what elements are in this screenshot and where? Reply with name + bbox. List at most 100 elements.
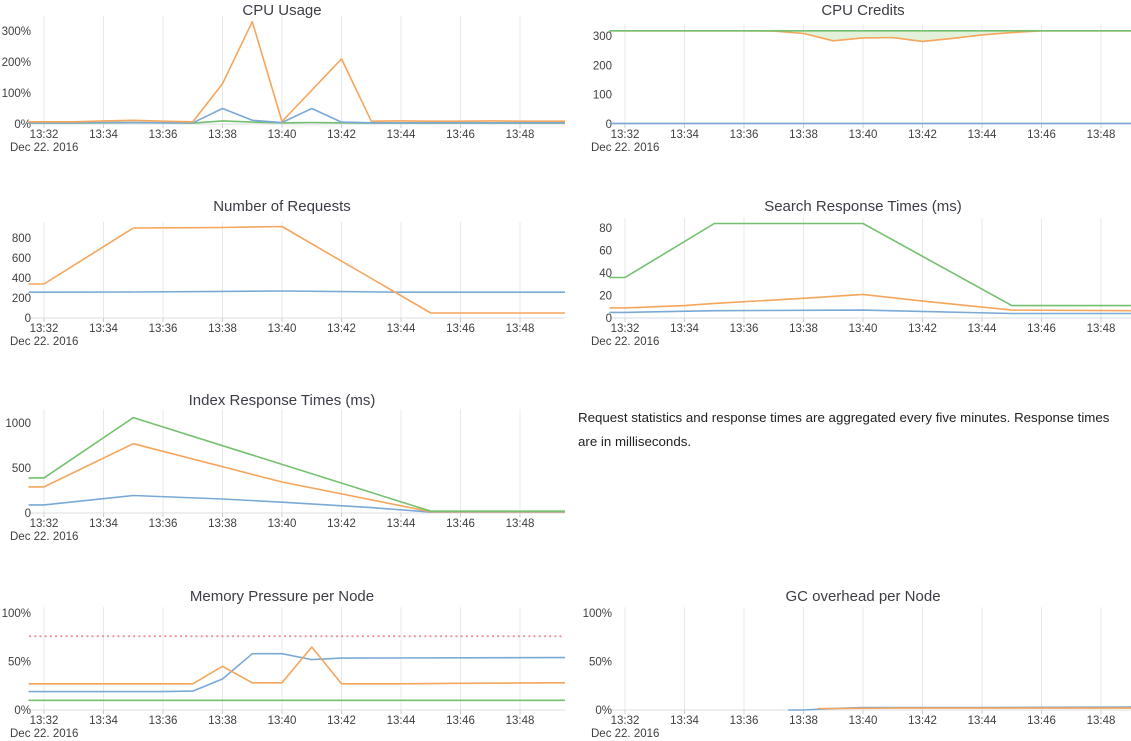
x-tick-label: 13:36 — [149, 129, 178, 141]
x-tick-label: 13:42 — [327, 323, 356, 335]
y-tick-label: 0 — [606, 119, 612, 131]
x-tick-label: 13:48 — [506, 129, 535, 141]
x-tick-label: 13:36 — [730, 715, 759, 727]
x-tick-label: 13:32 — [611, 715, 640, 727]
x-tick-label: 13:40 — [268, 129, 297, 141]
x-tick-label: 13:34 — [89, 323, 118, 335]
x-tick-label: 13:38 — [789, 323, 818, 335]
x-tick-label: 13:32 — [30, 518, 59, 530]
plot-number-of-requests: 13:32 13:34 13:36 13:38 13:40 13:42 13:44 13:46… — [10, 222, 565, 348]
x-tick-label: 13:40 — [849, 323, 878, 335]
x-tick-label: 13:42 — [908, 715, 937, 727]
chart-cpu-usage: CPU Usage 13:32 13:34 13:36 13:38 13:40 13:42… — [0, 0, 565, 160]
plot-search-response-times: 13:32 13:34 13:36 13:38 13:40 13:42 13:44 13:46… — [591, 217, 1131, 348]
chart-memory-pressure: Memory Pressure per Node 13:32 13:34 13:36… — [0, 582, 565, 741]
x-tick-label: 13:34 — [670, 323, 699, 335]
x-tick-label: 13:32 — [30, 715, 59, 727]
x-tick-label: 13:48 — [506, 323, 535, 335]
y-tick-label: 100% — [2, 88, 31, 100]
x-tick-label: 13:42 — [908, 323, 937, 335]
series-line-green — [28, 416, 565, 512]
chart-title-index-response-times: Index Response Times (ms) — [188, 392, 376, 409]
y-tick-label: 100 — [593, 90, 612, 102]
x-tick-label: 13:48 — [1087, 715, 1116, 727]
y-tick-label: 100% — [2, 608, 31, 620]
x-tick-label: 13:34 — [670, 129, 699, 141]
y-tick-label: 200 — [12, 293, 31, 305]
chart-number-of-requests: Number of Requests 13:32 13:34 13:36 13:38 1… — [0, 192, 565, 352]
x-tick-label: 13:40 — [268, 715, 297, 727]
x-tick-label: 13:44 — [387, 715, 416, 727]
series-band — [610, 30, 1131, 42]
x-tick-label: 13:40 — [268, 518, 297, 530]
x-tick-label: 13:36 — [730, 129, 759, 141]
y-tick-label: 0 — [606, 313, 612, 325]
plot-cpu-usage: 13:32 13:34 13:36 13:38 13:40 13:42 13:44 13:46… — [2, 15, 565, 154]
date-label: Dec 22. 2016 — [591, 728, 659, 740]
x-tick-label: 13:46 — [1027, 715, 1056, 727]
date-label: Dec 22. 2016 — [10, 336, 78, 348]
y-tick-label: 40 — [599, 268, 612, 280]
y-tick-label: 20 — [599, 291, 612, 303]
x-tick-label: 13:34 — [89, 129, 118, 141]
y-tick-label: 0 — [25, 508, 31, 520]
y-tick-label: 50% — [8, 657, 31, 669]
x-tick-label: 13:34 — [89, 518, 118, 530]
x-tick-label: 13:48 — [506, 715, 535, 727]
x-tick-label: 13:44 — [968, 129, 997, 141]
x-tick-label: 13:36 — [149, 518, 178, 530]
x-tick-label: 13:40 — [849, 715, 878, 727]
x-tick-label: 13:42 — [327, 518, 356, 530]
date-label: Dec 22. 2016 — [591, 142, 659, 154]
x-tick-label: 13:44 — [387, 129, 416, 141]
y-tick-label: 80 — [599, 223, 612, 235]
series-line-blue — [28, 652, 565, 693]
y-tick-label: 300% — [2, 26, 31, 38]
chart-search-response-times: Search Response Times (ms) 13:32 13:34 13:… — [565, 192, 1131, 352]
series-line-orange — [609, 293, 1131, 312]
y-tick-label: 0% — [14, 119, 31, 131]
x-tick-label: 13:32 — [611, 129, 640, 141]
series-line-orange — [28, 225, 565, 314]
x-tick-label: 13:32 — [30, 129, 59, 141]
y-tick-label: 200% — [2, 57, 31, 69]
plot-index-response-times: 13:32 13:34 13:36 13:38 13:40 13:42 13:44 13:46… — [5, 409, 565, 543]
plot-cpu-credits: 13:32 13:34 13:36 13:38 13:40 13:42 13:44 13:46… — [591, 24, 1131, 154]
x-tick-label: 13:48 — [506, 518, 535, 530]
plot-memory-pressure: 13:32 13:34 13:36 13:38 13:40 13:42 13:44 13:46… — [2, 607, 565, 740]
chart-title-cpu-usage: CPU Usage — [242, 2, 322, 19]
x-tick-label: 13:44 — [387, 518, 416, 530]
chart-title-memory-pressure: Memory Pressure per Node — [189, 588, 375, 605]
x-tick-label: 13:38 — [208, 518, 237, 530]
x-tick-label: 13:38 — [789, 715, 818, 727]
chart-gc-overhead: GC overhead per Node 13:32 13:34 13:36 13:3… — [565, 582, 1131, 741]
y-tick-label: 50% — [589, 657, 612, 669]
date-label: Dec 22. 2016 — [10, 142, 78, 154]
series-line-orange — [28, 442, 565, 513]
series-line-orange — [28, 20, 565, 123]
x-tick-label: 13:44 — [387, 323, 416, 335]
chart-index-response-times: Index Response Times (ms) 13:32 13:34 13:3… — [0, 386, 565, 546]
x-tick-label: 13:46 — [446, 129, 475, 141]
date-label: Dec 22. 2016 — [591, 336, 659, 348]
y-tick-label: 300 — [593, 31, 612, 43]
chart-title-gc-overhead: GC overhead per Node — [785, 588, 941, 605]
x-tick-label: 13:40 — [268, 323, 297, 335]
x-tick-label: 13:42 — [908, 129, 937, 141]
series-line-blue — [28, 107, 565, 124]
y-tick-label: 400 — [12, 273, 31, 285]
y-tick-label: 0 — [25, 313, 31, 325]
y-tick-label: 200 — [593, 60, 612, 72]
chart-title-number-of-requests: Number of Requests — [213, 198, 351, 215]
x-tick-label: 13:46 — [446, 323, 475, 335]
x-tick-label: 13:40 — [849, 129, 878, 141]
y-tick-label: 500 — [12, 463, 31, 475]
x-tick-label: 13:36 — [149, 715, 178, 727]
chart-title-cpu-credits: CPU Credits — [821, 2, 905, 19]
x-tick-label: 13:46 — [446, 715, 475, 727]
x-tick-label: 13:48 — [1087, 323, 1116, 335]
aggregation-note: Request statistics and response times ar… — [578, 410, 1110, 449]
date-label: Dec 22. 2016 — [10, 531, 78, 543]
x-tick-label: 13:38 — [208, 715, 237, 727]
